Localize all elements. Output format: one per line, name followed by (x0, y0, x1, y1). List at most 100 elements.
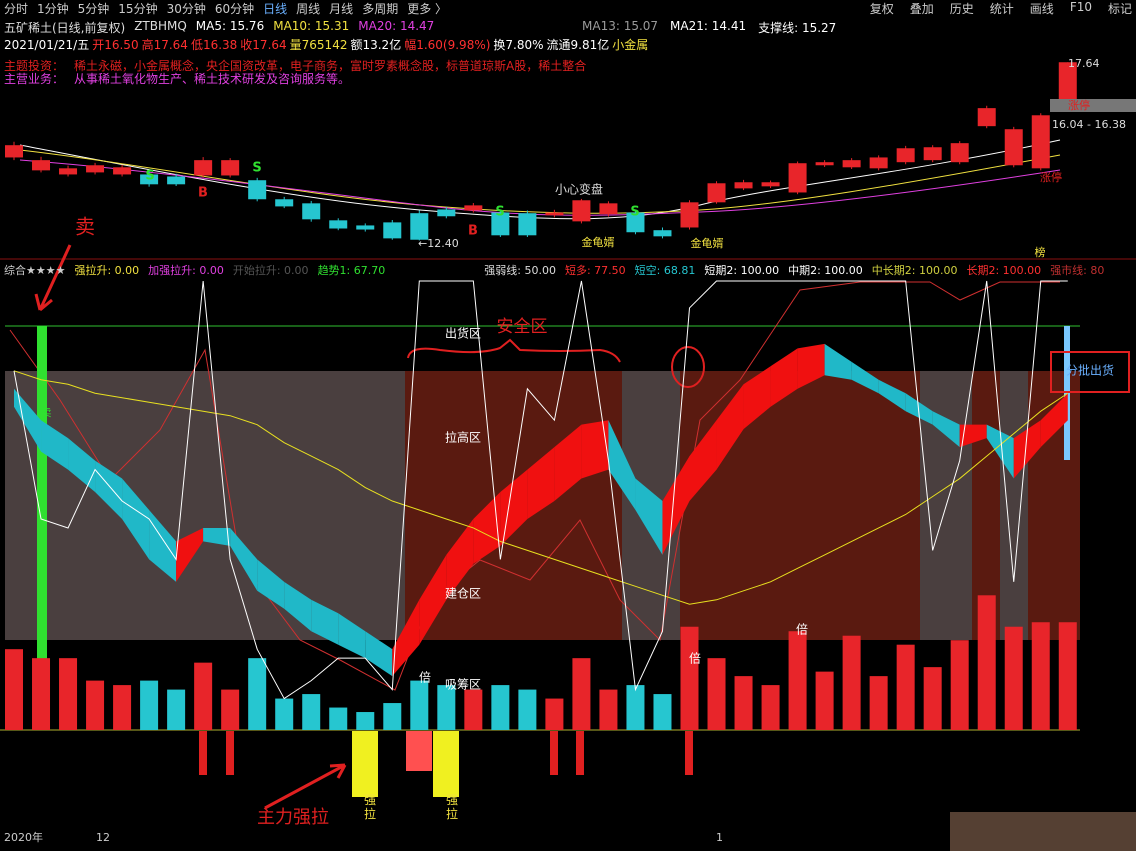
period-tab[interactable]: 周线 (296, 2, 321, 16)
volume-bar (572, 658, 591, 730)
ribbon (635, 478, 663, 555)
volume-bar (788, 631, 807, 730)
candle-body (761, 182, 780, 187)
candle-body (5, 145, 23, 158)
period-tab[interactable]: 15分钟 (118, 2, 158, 16)
bei-mark: 倍 (689, 651, 701, 666)
ribbon (1040, 393, 1068, 448)
candle-body (842, 160, 861, 168)
tool-button[interactable]: 统计 (989, 2, 1014, 16)
ribbon (932, 411, 960, 448)
candle-body (59, 168, 78, 175)
volume-bar (410, 680, 429, 730)
ribbon (770, 348, 798, 407)
mosaic (950, 812, 1136, 851)
limit-box (1050, 99, 1136, 112)
signal (550, 731, 558, 775)
candle-body (572, 200, 591, 222)
batch-sell-label: 分批出货 (1066, 363, 1114, 378)
red-line (9, 281, 1060, 691)
candle-body (707, 183, 726, 203)
candle-body (356, 225, 375, 230)
period-tab[interactable]: 60分钟 (214, 2, 255, 16)
indicator-readout: 短空: 68.81 (634, 264, 696, 277)
ribbon (95, 460, 123, 519)
candle-body (302, 203, 321, 220)
ribbon (797, 343, 825, 389)
formula-name: ZTBHMQ (134, 19, 187, 33)
ribbon (257, 559, 285, 609)
period-tab[interactable]: 1分钟 (37, 2, 69, 16)
warning-label: 小心变盘 (555, 182, 603, 197)
candle-body (896, 148, 915, 163)
zone-bg (972, 371, 1000, 640)
tool-button[interactable]: 叠加 (909, 2, 934, 16)
text-row: 主题投资： 稀土永磁，小金属概念，央企国资改革，电子商务，富时罗素概念股，标普道琼… (4, 57, 586, 74)
volume-bar (167, 689, 186, 730)
ribbon (743, 366, 771, 430)
x-axis-label: 1 (716, 831, 723, 844)
indicator-readout: 中期2: 100.00 (788, 264, 863, 277)
volume-bar (896, 644, 915, 730)
tool-button[interactable]: 标记 (1107, 2, 1132, 16)
text-row: 复权 叠加 历史 统计 画线 F10 标记 (870, 0, 1132, 17)
candle-body (518, 213, 537, 236)
hand-box (1050, 351, 1130, 393)
candle-body (410, 213, 429, 240)
period-tab[interactable]: 日线 (263, 2, 288, 16)
candle-body (464, 205, 483, 211)
volume-bar (599, 689, 618, 730)
ribbon (851, 361, 879, 394)
zone-note: 安全区 (497, 317, 548, 337)
signal (576, 731, 584, 775)
period-tab[interactable]: 更多 〉 (407, 2, 448, 16)
candle-body (734, 182, 753, 189)
period-tab[interactable]: 多周期 (362, 2, 399, 16)
text-row: 分时 1分钟 5分钟 15分钟 30分钟 60分钟 日线 周线 月线 多周期 更多 〉 (4, 0, 447, 17)
volume-bar (140, 680, 159, 730)
ma-readout: MA21: 14.41 (670, 19, 747, 33)
period-tab[interactable]: 5分钟 (77, 2, 110, 16)
volume-bar (950, 640, 969, 730)
bei-mark: 倍 (796, 622, 808, 637)
period-tab[interactable]: 分时 (4, 2, 29, 16)
ribbon (365, 631, 393, 677)
period-tab[interactable]: 月线 (329, 2, 354, 16)
ribbon (14, 388, 42, 452)
candle-body (140, 174, 159, 185)
ribbon (500, 469, 528, 546)
text-row: 五矿稀土(日线,前复权) ZTBHMQ MA5: 15.76 MA10: 15.31 M… (4, 19, 434, 36)
candle-body (329, 220, 348, 229)
golden-mark: 金龟婿 (582, 235, 615, 249)
ribbon (41, 420, 69, 470)
candle-body (1031, 115, 1050, 169)
ribbon (608, 420, 636, 510)
volume-bar (356, 712, 375, 730)
indicator-title: 综合★★★★ (4, 264, 66, 277)
quote-field: 小金属 (612, 38, 649, 52)
hand-circle (671, 346, 705, 388)
tool-button[interactable]: F10 (1069, 0, 1092, 14)
tool-button[interactable]: 画线 (1029, 2, 1054, 16)
buy-mark: B (468, 224, 478, 239)
volume-bar (275, 698, 294, 730)
candle-body (383, 222, 402, 239)
ma-readout: 支撑线: 15.27 (758, 21, 837, 35)
volume-bar (653, 694, 672, 730)
candle-body (977, 108, 996, 127)
period-tab[interactable]: 30分钟 (166, 2, 206, 16)
candle-body (599, 203, 618, 215)
volume-bar (734, 676, 753, 730)
indicator-readout: 趋势1: 67.70 (317, 264, 386, 277)
tool-button[interactable]: 复权 (869, 2, 894, 16)
tool-button[interactable]: 历史 (949, 2, 974, 16)
volume-bar (1004, 626, 1023, 730)
volume-bar (5, 649, 23, 730)
ribbon (446, 518, 474, 600)
ribbon (581, 420, 609, 479)
volume-bar (221, 689, 240, 730)
volume-bar (545, 698, 564, 730)
force-char: 强 (364, 793, 376, 807)
text-row: 2021/01/21/五 开16.50 高17.64 低16.38 收17.64 量765… (4, 36, 648, 53)
volume-bar (761, 685, 780, 730)
